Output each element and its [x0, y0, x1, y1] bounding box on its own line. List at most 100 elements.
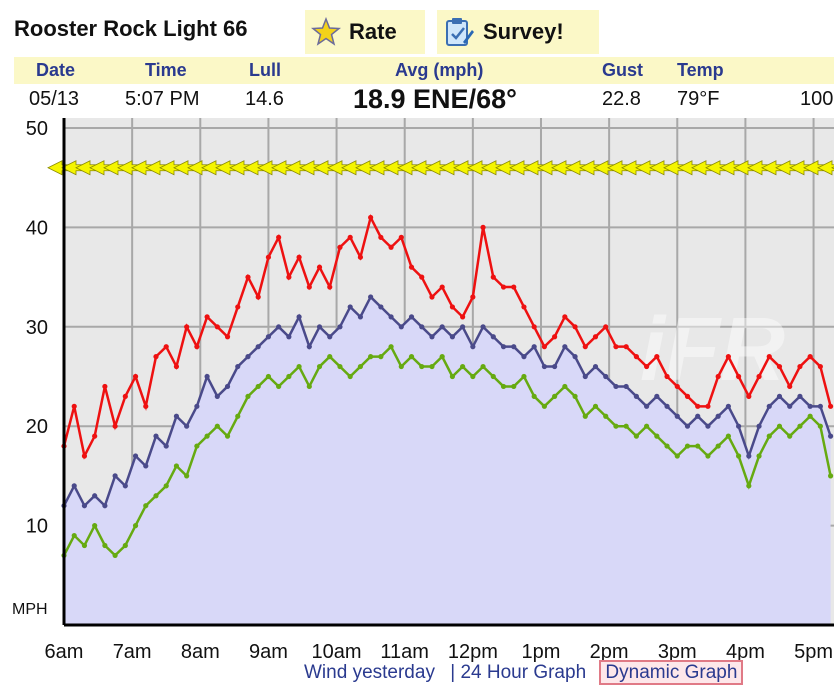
link-wind-yesterday[interactable]: Wind yesterday [304, 662, 435, 683]
avg-point [316, 324, 323, 330]
gust-point [214, 324, 220, 330]
gust-point [255, 294, 261, 300]
avg-point [245, 354, 251, 360]
avg-point [470, 344, 476, 350]
lull-point [419, 363, 425, 370]
y-tick-label: 20 [26, 416, 48, 438]
lull-point [766, 433, 772, 439]
x-tick-label: 2pm [590, 641, 629, 663]
svg-text:iFR: iFR [640, 300, 785, 400]
gust-point [613, 344, 619, 350]
lull-point [572, 393, 578, 399]
avg-point [408, 314, 415, 320]
rate-button[interactable]: Rate [305, 10, 425, 54]
avg-point [684, 423, 691, 429]
avg-point [480, 324, 486, 330]
lull-point [827, 473, 834, 479]
gust-point [122, 393, 128, 399]
y-tick-labels: 10 20 30 40 50 [26, 118, 48, 538]
y-tick-label: 10 [26, 516, 48, 538]
gust-point [378, 234, 384, 240]
avg-point [797, 393, 803, 399]
gust-point [245, 274, 251, 280]
avg-point [357, 314, 364, 320]
avg-point [347, 304, 353, 310]
avg-point [746, 453, 752, 459]
lull-point [143, 503, 149, 509]
lull-point [408, 354, 415, 360]
survey-button[interactable]: Survey! [437, 10, 599, 54]
link-dynamic-graph[interactable]: Dynamic Graph [599, 660, 744, 685]
avg-point [623, 383, 629, 390]
avg-point [184, 423, 190, 429]
x-tick-labels: 6am 7am 8am 9am 10am 11am 12pm 1pm 2pm 3pm 4pm 5pm [45, 641, 833, 663]
lull-point [255, 383, 261, 390]
x-tick-label: 4pm [726, 641, 765, 663]
lull-point [746, 483, 752, 489]
lull-point [817, 423, 823, 429]
avg-point [306, 344, 312, 350]
avg-point [552, 363, 558, 370]
avg-fill-area [64, 296, 831, 625]
avg-point [255, 344, 261, 350]
lull-point [184, 473, 190, 479]
gust-point [827, 403, 834, 409]
gust-point [439, 284, 445, 290]
avg-point [460, 324, 466, 330]
value-time: 5:07 PM [125, 88, 200, 110]
gust-point [776, 363, 783, 370]
avg-point [776, 393, 783, 399]
wind-chart[interactable]: iFR 10 20 30 40 50 6am 7am 8am 9am 10am 11am 12pm 1… [0, 110, 834, 670]
lull-point [531, 393, 537, 399]
gust-point [633, 354, 639, 360]
gust-point [582, 344, 588, 350]
avg-point [664, 403, 670, 409]
avg-point [736, 423, 742, 429]
gust-point [654, 354, 660, 360]
direction-arrow [817, 160, 834, 176]
avg-point [807, 403, 813, 409]
gust-point [368, 214, 374, 221]
gust-point [347, 234, 353, 240]
link-24-hour-graph[interactable]: 24 Hour Graph [460, 662, 587, 683]
gust-point [766, 354, 772, 360]
gust-point [184, 324, 190, 330]
lull-point [102, 542, 108, 549]
value-gust: 22.8 [602, 88, 641, 110]
lull-point [644, 423, 650, 429]
lull-point [623, 423, 629, 429]
x-tick-label: 9am [249, 641, 288, 663]
x-tick-label: 11am [380, 641, 429, 663]
gust-point [112, 423, 118, 429]
lull-point [460, 363, 466, 370]
lull-point [429, 363, 435, 370]
lull-point [541, 403, 547, 409]
lull-point [736, 453, 742, 459]
avg-point [296, 314, 302, 320]
lull-point [276, 383, 282, 390]
avg-point [265, 334, 272, 340]
y-axis-label: MPH [12, 601, 48, 618]
lull-point [613, 423, 619, 429]
gust-point [736, 373, 742, 380]
lull-point [265, 373, 272, 380]
y-tick-label: 40 [26, 217, 48, 239]
direction-arrows [47, 160, 834, 176]
gust-point [592, 334, 599, 340]
value-avg: 18.9 ENE/68° [353, 84, 517, 114]
survey-label: Survey! [483, 19, 564, 44]
lull-point [654, 433, 660, 439]
lull-point [337, 363, 343, 370]
gust-point [143, 403, 149, 409]
gust-point [572, 324, 578, 330]
gust-point [490, 274, 496, 280]
avg-point [644, 403, 650, 409]
gust-point [153, 354, 159, 360]
lull-point [71, 532, 77, 539]
avg-point [633, 393, 639, 399]
gust-point [102, 383, 108, 390]
gust-point [511, 284, 517, 290]
gust-point [357, 254, 364, 260]
gust-point [265, 254, 272, 260]
gust-point [276, 234, 282, 240]
